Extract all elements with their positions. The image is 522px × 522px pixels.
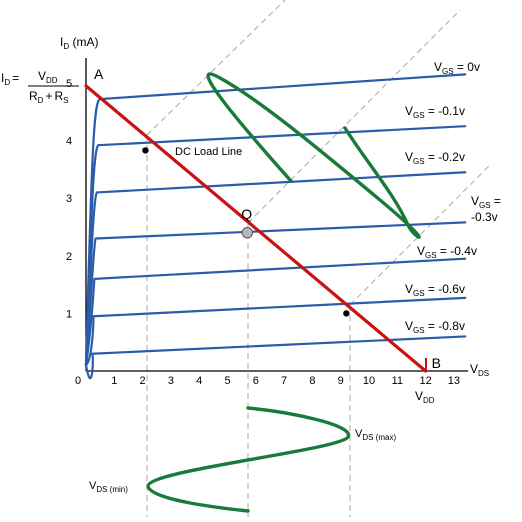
y-tick-label: 2 bbox=[66, 251, 72, 263]
gate-label-3-line2: -0.3v bbox=[471, 210, 498, 224]
x-tick-label: 2 bbox=[140, 375, 146, 387]
gate-label-0: VGS = 0v bbox=[434, 60, 480, 76]
x-tick-label: 5 bbox=[224, 375, 230, 387]
q-point-label: Q bbox=[241, 206, 252, 222]
y-axis-title: ID (mA) bbox=[60, 35, 98, 51]
characteristic-curve bbox=[84, 221, 467, 367]
vds-min-label: VDS (min) bbox=[89, 480, 128, 494]
vdd-label: VDD bbox=[415, 389, 435, 405]
x-tick-label: 6 bbox=[253, 375, 259, 387]
output-signal-wave bbox=[146, 406, 351, 513]
formula-denominator: RD + RS bbox=[29, 89, 68, 105]
gate-label-3: VGS = bbox=[471, 194, 501, 210]
x-tick-label: 11 bbox=[392, 375, 403, 387]
y-tick-label: 3 bbox=[66, 193, 72, 205]
gate-signal-wave bbox=[206, 72, 421, 239]
intersection-marker-lower bbox=[343, 310, 350, 317]
dc-load-line-label: DC Load Line bbox=[175, 146, 242, 158]
diagonal-guide-3 bbox=[349, 164, 491, 306]
gate-label-1: VGS = -0.1v bbox=[405, 104, 465, 120]
x-tick-label: 13 bbox=[448, 375, 460, 387]
x-tick-label: 7 bbox=[281, 375, 287, 387]
y-tick-label: 1 bbox=[66, 308, 72, 320]
intersection-marker-upper bbox=[142, 147, 149, 154]
gate-label-2: VGS = -0.2v bbox=[405, 150, 465, 166]
x-tick-label: 12 bbox=[419, 375, 431, 387]
x-tick-label: 4 bbox=[196, 375, 202, 387]
x-tick-label: 10 bbox=[363, 375, 375, 387]
gate-labels: VGS = 0v VGS = -0.1v VGS = -0.2v VGS = -… bbox=[405, 60, 501, 335]
vds-max-label: VDS (max) bbox=[355, 428, 396, 442]
x-axis-title: VDS bbox=[470, 362, 489, 378]
diagonal-guide-2 bbox=[247, 9, 461, 224]
y-tick-label: 5 bbox=[66, 78, 72, 90]
formula-lhs: ID = bbox=[1, 71, 19, 87]
formula-numerator: VDD bbox=[38, 69, 58, 85]
x-tick-labels: 0 1 2 3 4 5 6 7 8 9 10 11 12 13 bbox=[75, 375, 460, 387]
dc-load-line bbox=[84, 84, 428, 373]
gate-label-5: VGS = -0.6v bbox=[405, 282, 465, 298]
characteristic-curves bbox=[84, 73, 467, 380]
x-tick-label: 9 bbox=[338, 375, 344, 387]
q-point-marker bbox=[241, 227, 254, 239]
gate-label-4: VGS = -0.4v bbox=[417, 244, 477, 260]
x-tick-label: 3 bbox=[168, 375, 174, 387]
diagonal-guide-1 bbox=[146, 0, 286, 136]
point-a-label: A bbox=[94, 66, 104, 82]
x-tick-label: 8 bbox=[309, 375, 315, 387]
point-b-label: B bbox=[432, 355, 441, 371]
x-tick-label: 1 bbox=[111, 375, 117, 387]
id-formula: ID = VDD RD + RS bbox=[1, 69, 79, 105]
characteristic-curve bbox=[84, 335, 467, 380]
y-tick-labels: 1 2 3 4 5 bbox=[66, 78, 72, 320]
y-tick-label: 4 bbox=[66, 136, 72, 148]
gate-label-6: VGS = -0.8v bbox=[405, 319, 465, 335]
characteristic-curve bbox=[84, 257, 467, 367]
x-tick-label: 0 bbox=[75, 375, 81, 387]
characteristic-curve bbox=[84, 296, 467, 367]
